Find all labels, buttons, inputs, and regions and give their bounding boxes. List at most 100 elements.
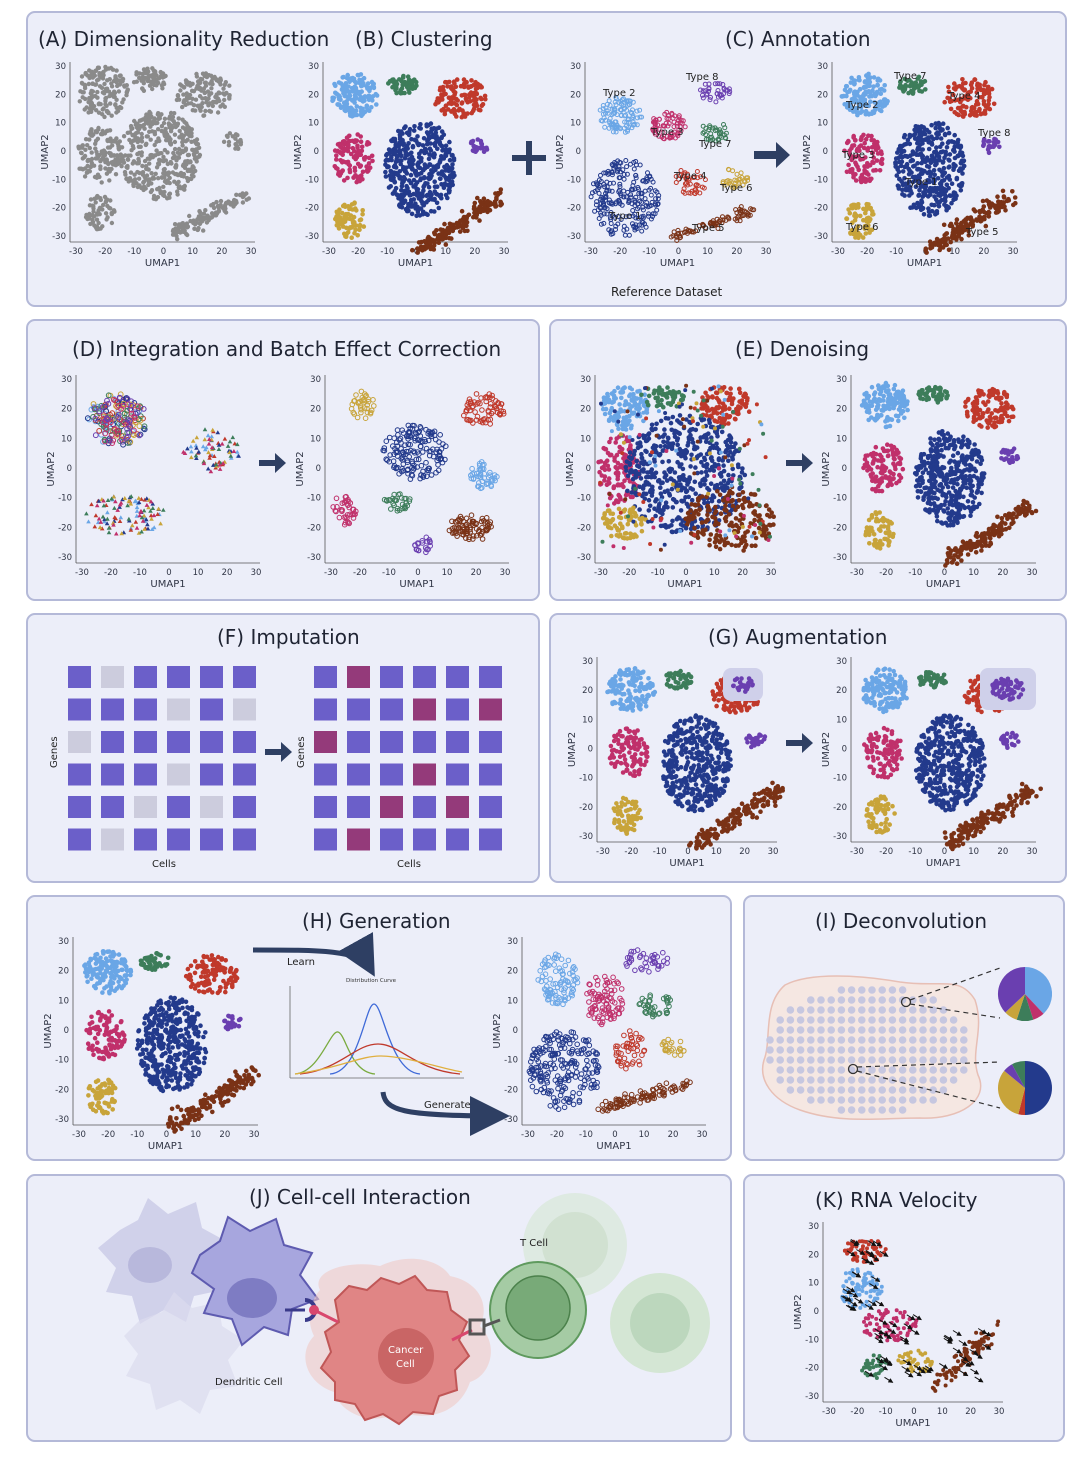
cell-dot [98, 164, 103, 169]
cell-dot [340, 84, 346, 90]
axis-tick-label: -10 [58, 494, 72, 504]
cell-dot [370, 158, 375, 164]
cell-dot [184, 80, 189, 85]
cell-cluster [386, 73, 419, 96]
cell-dot [853, 172, 858, 177]
cell-dot [115, 83, 120, 89]
cell-dot [911, 133, 917, 138]
cell-dot [420, 143, 426, 148]
cell-dot [94, 149, 99, 155]
cell-dot [899, 159, 905, 165]
cell-cluster [142, 114, 157, 126]
cell-dot [114, 68, 119, 73]
cell-dot [203, 208, 208, 213]
cell-dot [951, 140, 957, 145]
cell-dot [163, 158, 169, 163]
cell-dot [230, 134, 235, 139]
cell-dot [112, 139, 118, 144]
cell-dot [940, 159, 946, 164]
axis-tick-label: 30 [761, 247, 772, 257]
cell-dot [954, 175, 960, 181]
cell-dot [864, 201, 869, 207]
cell-dot [383, 169, 388, 175]
axis-tick-label: 20 [310, 405, 321, 415]
cell-dot [203, 215, 208, 221]
cell-dot [466, 85, 471, 90]
cell-dot [132, 118, 137, 124]
cell-dot [397, 77, 402, 82]
cell-dot [201, 228, 206, 233]
cell-dot [338, 144, 343, 150]
cell-dot [933, 125, 938, 131]
cell-dot [147, 83, 153, 88]
cell-dot [415, 141, 420, 146]
cell-dot [871, 138, 877, 143]
cell-dot [153, 197, 159, 202]
cell-dot [90, 81, 95, 86]
cell-dot [214, 199, 219, 205]
cell-dot [132, 177, 138, 182]
cell-dot [113, 157, 118, 162]
cell-dot [945, 125, 950, 131]
y-axis-label: UMAP2 [565, 451, 576, 486]
cell-dot [406, 208, 411, 213]
cell-dot [924, 127, 930, 133]
cell-dot [227, 131, 233, 136]
axis-tick-label: 0 [166, 568, 171, 578]
x-axis-label: UMAP1 [145, 258, 180, 269]
cell-dot [1013, 200, 1018, 206]
cell-dot [141, 184, 147, 189]
cell-dot [211, 201, 216, 207]
cell-dot [473, 79, 478, 85]
cell-dot [427, 162, 432, 167]
cell-dot [356, 148, 361, 154]
cell-dot [95, 136, 101, 141]
cell-dot [399, 188, 404, 193]
cell-dot [856, 235, 861, 241]
cell-dot [414, 186, 419, 192]
cell-dot [177, 172, 182, 177]
cell-dot [485, 209, 490, 215]
cell-dot [202, 80, 208, 86]
cell-dot [222, 97, 227, 103]
cell-dot [988, 144, 993, 150]
cell-dot [154, 139, 159, 144]
cell-dot [195, 155, 200, 160]
cell-dot [105, 215, 110, 220]
cell-dot [452, 90, 458, 95]
cell-dot [193, 97, 199, 102]
cell-dot [873, 167, 879, 173]
cell-dot [350, 145, 356, 151]
axis-tick-label: 0 [316, 464, 321, 474]
cell-dot [114, 110, 119, 115]
cell-dot [147, 156, 152, 161]
cell-dot [332, 81, 337, 87]
cell-dot [856, 167, 861, 173]
cell-dot [424, 130, 430, 135]
cell-dot [427, 146, 433, 151]
cell-dot [350, 97, 355, 103]
cell-dot [860, 235, 866, 240]
cell-dot [987, 139, 992, 144]
cell-dot [173, 231, 178, 236]
cell-dot [184, 175, 190, 181]
cell-dot [442, 109, 448, 114]
cell-dot [602, 411, 608, 417]
cell-dot [434, 126, 439, 131]
cell-dot [449, 222, 454, 227]
cell-dot [340, 203, 346, 209]
cell-dot [911, 164, 916, 169]
cell-dot [366, 97, 372, 103]
cell-dot [85, 157, 91, 163]
cell-dot [397, 169, 403, 174]
cell-dot [947, 164, 952, 169]
cell-dot [844, 216, 850, 221]
cell-dot [365, 107, 370, 113]
cell-dot [125, 87, 130, 92]
cell-dot [397, 89, 403, 95]
axis-tick-label: -10 [380, 247, 394, 257]
cell-dot [171, 150, 176, 156]
cell-dot [870, 209, 875, 214]
cell-dot [204, 96, 209, 102]
cell-dot [353, 80, 359, 86]
